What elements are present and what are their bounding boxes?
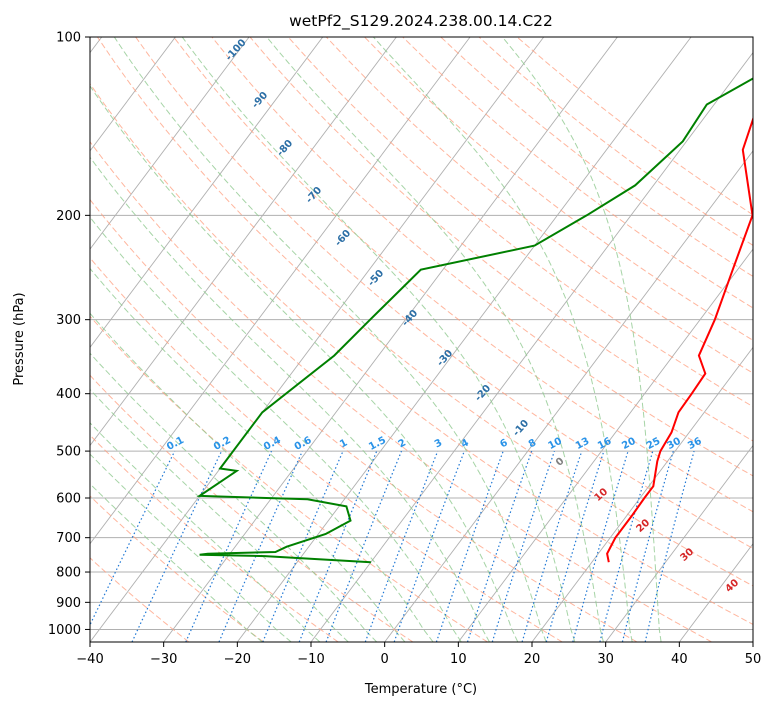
mixing-ratio-line-0.4 [185, 450, 273, 642]
x-tick-label: −20 [224, 652, 251, 667]
y-tick-label: 100 [56, 31, 81, 46]
temperature-line [606, 116, 753, 563]
dry-adiabat-40 [90, 140, 712, 642]
y-tick-label: 500 [56, 445, 81, 460]
y-tick-label: 800 [56, 566, 81, 581]
x-tick-label: 0 [381, 652, 389, 667]
mixing-ratio-line-6 [435, 450, 504, 642]
x-tick-label: −30 [150, 652, 177, 667]
moist-adiabat--16 [90, 453, 292, 642]
x-tick-label: −10 [297, 652, 324, 667]
dry-adiabat-10 [90, 315, 488, 642]
moist-adiabat-24 [181, 37, 576, 642]
mixing-ratio-label: 3 [433, 437, 444, 450]
x-tick-label: 50 [745, 652, 762, 667]
dry-adiabat-30 [90, 198, 638, 642]
mixing-ratio-line-20 [572, 450, 629, 642]
mixing-ratio-line-36 [644, 450, 695, 642]
isotherm--50 [90, 37, 471, 545]
y-axis-label: Pressure (hPa) [12, 292, 27, 385]
mixing-ratio-line-1 [262, 450, 344, 642]
moist-adiabat-16 [90, 85, 519, 642]
isotherm-20 [531, 346, 753, 642]
isotherm-30 [605, 444, 753, 642]
mixing-ratio-label: 8 [527, 437, 538, 450]
y-tick-label: 400 [56, 387, 81, 402]
dry-adiabat--30 [90, 557, 190, 642]
dry-adiabat-90 [211, 37, 753, 477]
y-tick-label: 700 [56, 531, 81, 546]
y-tick-label: 200 [56, 209, 81, 224]
moist-adiabat--8 [90, 388, 349, 642]
isotherm--90 [90, 37, 176, 152]
x-tick-label: 10 [450, 652, 467, 667]
dry-adiabat-50 [90, 83, 753, 625]
moist-adiabat-32 [373, 37, 633, 642]
dry-adiabat-70 [135, 37, 753, 550]
isotherm--80 [90, 37, 250, 250]
isobar-grid [90, 37, 753, 630]
mixing-ratio-lines [90, 450, 695, 642]
isotherm--70 [90, 37, 324, 349]
mixing-ratio-line-30 [621, 450, 674, 642]
y-tick-label: 1000 [48, 623, 81, 638]
x-tick-label: 40 [671, 652, 688, 667]
x-tick-label: 30 [597, 652, 614, 667]
isotherm-10 [457, 248, 753, 642]
mixing-ratio-label: 6 [498, 437, 509, 450]
dry-adiabat-60 [96, 37, 753, 587]
moist-adiabats [90, 37, 662, 642]
moist-adiabat-28 [266, 37, 604, 642]
mixing-ratio-label: 4 [459, 437, 470, 450]
x-tick-label: −40 [76, 652, 103, 667]
isotherm--30 [163, 37, 618, 642]
moist-adiabat--12 [90, 422, 321, 642]
dewpoint-line [196, 77, 753, 564]
dry-adiabat-20 [90, 257, 563, 642]
isotherm--20 [236, 37, 692, 642]
moist-adiabat-20 [113, 37, 547, 642]
moist-adiabat-0 [90, 312, 406, 642]
mixing-ratio-line-0.1 [90, 450, 176, 627]
chart-title: wetPf2_S129.2024.238.00.14.C22 [289, 12, 553, 31]
y-tick-label: 300 [56, 313, 81, 328]
dry-adiabat-0 [90, 374, 414, 642]
y-tick-label: 600 [56, 492, 81, 507]
moist-adiabat-4 [90, 267, 434, 642]
mixing-ratio-line-16 [545, 450, 605, 642]
plot-frame [89, 36, 754, 643]
moist-adiabat-12 [90, 156, 490, 642]
moist-adiabat-36 [502, 37, 662, 642]
isotherm-grid [90, 37, 753, 642]
dry-adiabat--20 [90, 495, 264, 642]
mixing-ratio-line-10 [491, 450, 555, 642]
y-tick-label: 900 [56, 596, 81, 611]
dry-adiabat-110 [287, 37, 753, 408]
mixing-ratio-label: 1 [338, 437, 349, 450]
mixing-ratio-line-13 [521, 450, 583, 642]
x-tick-label: 20 [524, 652, 541, 667]
mixing-ratio-line-1.5 [298, 450, 378, 642]
mixing-ratio-line-0.6 [218, 450, 303, 642]
dry-adiabat-140 [402, 37, 753, 309]
mixing-ratio-line-2 [325, 450, 403, 642]
mixing-ratio-line-4 [393, 450, 465, 642]
mixing-ratio-line-25 [599, 450, 654, 642]
x-axis-label: Temperature (°C) [364, 682, 477, 697]
dry-adiabat-130 [364, 37, 753, 341]
dry-adiabat-120 [325, 37, 753, 374]
mixing-ratio-label: 2 [397, 437, 408, 450]
y-axis-ticks: 100 200 300 400 500 600 700 800 900 1000 [48, 31, 90, 638]
mixing-ratio-line-3 [364, 450, 439, 642]
x-axis-ticks: −40 −30 −20 −10 0 10 20 30 40 50 [76, 642, 761, 667]
isotherm-0 [384, 150, 753, 642]
isotherm--40 [90, 37, 545, 642]
isotherm--60 [90, 37, 397, 447]
dry-adiabat--10 [90, 434, 339, 642]
mixing-ratio-line-8 [466, 450, 533, 642]
